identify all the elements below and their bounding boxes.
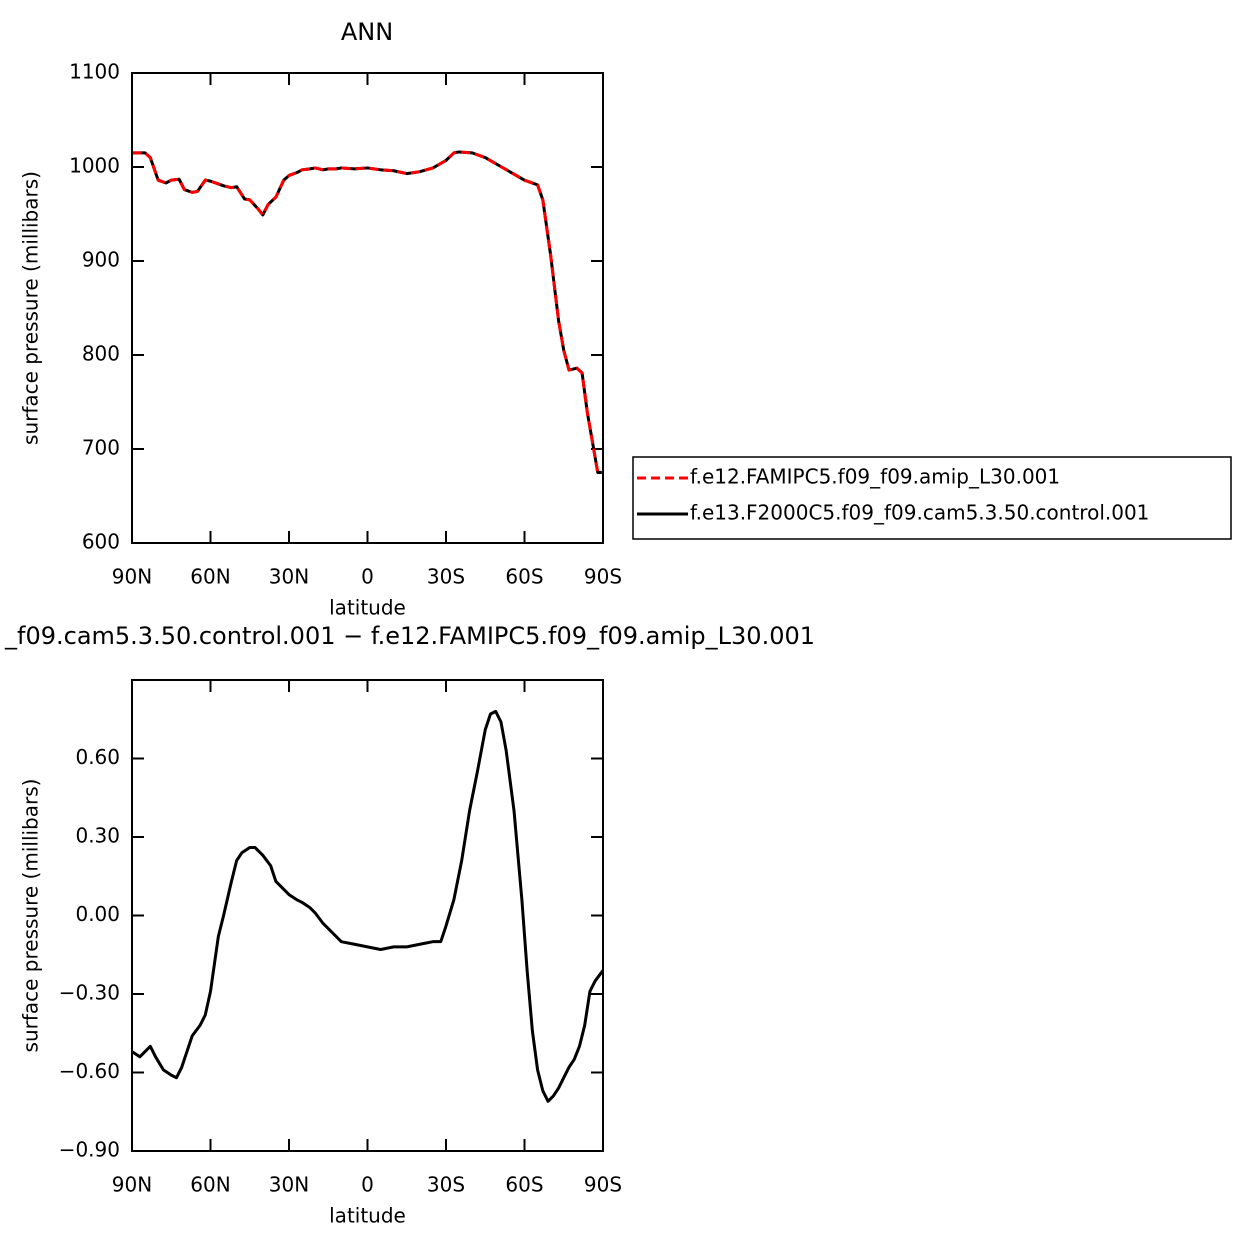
y-tick-label: 1000 (69, 154, 120, 178)
legend-label: f.e13.F2000C5.f09_f09.cam5.3.50.control.… (690, 501, 1149, 525)
x-tick-label: 60N (190, 565, 230, 589)
x-tick-label: 60S (505, 1173, 543, 1197)
x-tick-label: 30S (427, 1173, 465, 1197)
x-tick-label: 60N (190, 1173, 230, 1197)
x-tick-label: 60S (505, 565, 543, 589)
x-axis-label: latitude (329, 1204, 406, 1228)
x-tick-label: 30N (269, 565, 309, 589)
y-tick-label: 800 (82, 342, 120, 366)
x-axis-label: latitude (329, 596, 406, 620)
x-tick-label: 90S (584, 565, 622, 589)
x-tick-label: 0 (361, 565, 374, 589)
legend-label: f.e12.FAMIPC5.f09_f09.amip_L30.001 (690, 465, 1060, 489)
y-tick-label: −0.90 (59, 1138, 120, 1162)
chart-title: ANN (341, 18, 393, 46)
x-tick-label: 30S (427, 565, 465, 589)
y-tick-label: 0.30 (75, 824, 120, 848)
y-tick-label: 1100 (69, 60, 120, 84)
data-line (132, 150, 603, 474)
data-line (131, 709, 605, 1103)
y-axis-label: surface pressure (millibars) (19, 171, 43, 445)
chart-title: _f09.cam5.3.50.control.001 − f.e12.FAMIP… (4, 622, 815, 650)
plot-frame (131, 72, 604, 544)
plot-frame (131, 679, 604, 1152)
y-tick-label: 0.60 (75, 745, 120, 769)
data-line (132, 150, 603, 474)
y-tick-label: 900 (82, 248, 120, 272)
y-tick-label: 600 (82, 530, 120, 554)
x-tick-label: 90N (112, 1173, 152, 1197)
y-tick-label: 700 (82, 436, 120, 460)
y-tick-label: −0.30 (59, 981, 120, 1005)
y-tick-label: 0.00 (75, 902, 120, 926)
legend-box (632, 456, 1232, 540)
x-tick-label: 30N (269, 1173, 309, 1197)
x-tick-label: 90S (584, 1173, 622, 1197)
x-tick-label: 0 (361, 1173, 374, 1197)
y-axis-label: surface pressure (millibars) (19, 779, 43, 1053)
x-tick-label: 90N (112, 565, 152, 589)
y-tick-label: −0.60 (59, 1059, 120, 1083)
